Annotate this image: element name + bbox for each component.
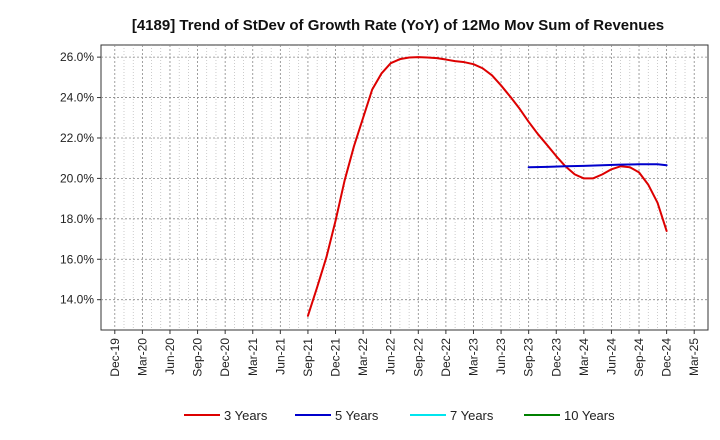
- series-line-5-years: [527, 163, 668, 169]
- x-tick-label: Jun-23: [494, 338, 508, 375]
- x-tick-label: Mar-21: [246, 338, 260, 376]
- x-tick-label: Dec-24: [660, 338, 674, 377]
- x-tick-label: Sep-22: [411, 338, 425, 377]
- chart-title: [4189] Trend of StDev of Growth Rate (Yo…: [132, 17, 664, 34]
- legend-label: 5 Years: [335, 408, 379, 423]
- x-tick-label: Dec-23: [549, 338, 563, 377]
- x-tick-label: Mar-20: [135, 338, 149, 376]
- y-tick-label: 16.0%: [60, 252, 94, 266]
- x-tick-label: Dec-21: [329, 338, 343, 377]
- x-tick-label: Mar-22: [356, 338, 370, 376]
- y-tick-label: 26.0%: [60, 50, 94, 64]
- y-axis-ticks: 14.0% 16.0% 18.0% 20.0% 22.0% 24.0% 26.0%: [60, 50, 101, 307]
- x-tick-label: Sep-21: [301, 338, 315, 377]
- series-lines: [306, 56, 668, 317]
- x-tick-label: Sep-20: [191, 338, 205, 377]
- x-tick-label: Jun-22: [384, 338, 398, 375]
- x-tick-label: Dec-22: [439, 338, 453, 377]
- x-tick-label: Sep-24: [632, 338, 646, 377]
- x-tick-label: Mar-23: [466, 338, 480, 376]
- x-tick-label: Mar-24: [577, 338, 591, 376]
- y-tick-label: 14.0%: [60, 293, 94, 307]
- series-line-3-years: [306, 56, 668, 317]
- x-tick-label: Jun-20: [163, 338, 177, 375]
- x-tick-label: Dec-19: [108, 338, 122, 377]
- legend-label: 10 Years: [564, 408, 615, 423]
- x-tick-label: Sep-23: [522, 338, 536, 377]
- plot-area: [100, 44, 709, 331]
- y-tick-label: 20.0%: [60, 171, 94, 185]
- legend: 3 Years 5 Years 7 Years 10 Years: [184, 408, 615, 423]
- grid-lines: [101, 45, 708, 330]
- x-tick-label: Jun-21: [273, 338, 287, 375]
- legend-label: 3 Years: [224, 408, 268, 423]
- y-tick-label: 22.0%: [60, 131, 94, 145]
- x-tick-label: Mar-25: [687, 338, 701, 376]
- y-tick-label: 24.0%: [60, 91, 94, 105]
- x-tick-label: Dec-20: [218, 338, 232, 377]
- x-tick-label: Jun-24: [604, 338, 618, 375]
- legend-label: 7 Years: [450, 408, 494, 423]
- x-axis-ticks: Dec-19 Mar-20 Jun-20 Sep-20 Dec-20 Mar-21 Jun-…: [108, 330, 701, 377]
- y-tick-label: 18.0%: [60, 212, 94, 226]
